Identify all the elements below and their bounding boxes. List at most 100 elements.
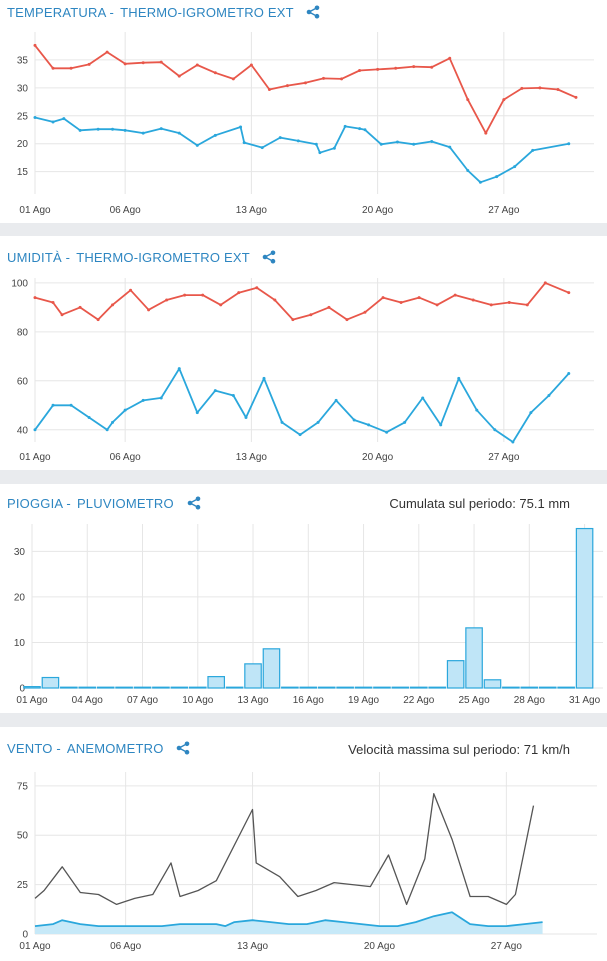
series-point: [394, 66, 398, 70]
series-point: [493, 428, 497, 432]
series-point: [381, 296, 385, 300]
rain-title-label: PIOGGIA -: [7, 496, 71, 511]
rain-bar: [96, 686, 115, 689]
wind-sensor-link[interactable]: ANEMOMETRO: [66, 741, 164, 756]
humidity-sensor-link[interactable]: THERMO-IGROMETRO EXT: [76, 250, 250, 265]
y-tick-label: 10: [14, 638, 26, 649]
series-point: [367, 423, 371, 427]
series-point: [195, 143, 199, 147]
series-point: [303, 81, 307, 85]
rain-sensor-link[interactable]: PLUVIOMETRO: [76, 496, 174, 511]
series-point: [495, 175, 499, 179]
series-point: [165, 298, 169, 302]
series-point: [547, 393, 551, 397]
series-point: [502, 98, 506, 102]
series-point: [340, 77, 344, 81]
temperature-panel: TEMPERATURA - THERMO-IGROMETRO EXT 15 20 25…: [0, 0, 607, 223]
x-tick-label: 20 Ago: [364, 941, 396, 952]
rain-bar: [299, 686, 318, 689]
rain-summary: Cumulata sul periodo: 75.1 mm: [389, 496, 570, 511]
series-point: [529, 411, 533, 415]
series-point: [159, 127, 163, 131]
y-tick-label: 0: [22, 930, 28, 941]
series-point: [69, 403, 73, 407]
wind-chart: 0 25 50 75 01 Ago 06 Ago 13 Ago 20 Ago 27 Ago: [17, 772, 597, 952]
temperature-title-label: TEMPERATURA -: [7, 5, 115, 20]
series-point: [123, 128, 127, 132]
series-line: [34, 281, 570, 321]
series-point: [33, 115, 37, 119]
series-point: [231, 77, 235, 81]
x-tick-label: 13 Ago: [237, 941, 269, 952]
x-tick-label: 13 Ago: [236, 205, 268, 216]
series-point: [195, 63, 199, 67]
share-icon[interactable]: [262, 250, 276, 264]
series-point: [69, 66, 73, 70]
wind-title-label: VENTO -: [7, 741, 61, 756]
series-point: [520, 86, 524, 90]
y-tick-label: 30: [14, 547, 26, 558]
x-tick-label: 25 Ago: [458, 695, 490, 706]
series-point: [453, 293, 457, 297]
series-point: [478, 180, 482, 184]
series-point: [363, 310, 367, 314]
series-area: [35, 912, 543, 934]
series-point: [51, 300, 55, 304]
series-point: [111, 127, 115, 131]
series-point: [60, 313, 64, 317]
humidity-chart: 40 60 80 100 01 Ago 06 Ago 13 Ago 20 Ago 27 Ago: [11, 278, 594, 463]
series-point: [33, 296, 37, 300]
temperature-chart: 15 20 25 30 35 01 Ago 06 Ago 13 Ago 20 Ago 27 Ago: [17, 32, 594, 216]
series-point: [511, 440, 515, 444]
rain-bar: [188, 686, 207, 689]
series-point: [33, 43, 37, 47]
rain-bar: [78, 686, 97, 689]
rain-bar: [557, 686, 575, 689]
temperature-title: TEMPERATURA - THERMO-IGROMETRO EXT: [7, 5, 320, 20]
x-tick-label: 06 Ago: [110, 941, 142, 952]
series-point: [273, 298, 277, 302]
y-tick-label: 75: [17, 781, 29, 792]
series-point: [525, 303, 529, 307]
share-icon[interactable]: [187, 496, 201, 510]
y-tick-label: 50: [17, 831, 29, 842]
series-point: [51, 403, 55, 407]
series-point: [219, 303, 223, 307]
series-point: [531, 148, 535, 152]
series-point: [141, 61, 145, 65]
series-point: [316, 420, 320, 424]
series-point: [141, 398, 145, 402]
series-line: [34, 911, 543, 928]
series-point: [314, 142, 318, 146]
share-icon[interactable]: [176, 741, 190, 755]
y-tick-label: 25: [17, 111, 29, 122]
x-tick-label: 20 Ago: [362, 452, 394, 463]
series-point: [475, 408, 479, 412]
rain-bar: [502, 686, 520, 689]
share-icon[interactable]: [306, 5, 320, 19]
rain-bar: [409, 686, 428, 689]
series-point: [379, 142, 383, 146]
x-tick-label: 07 Ago: [127, 695, 159, 706]
rain-bar: [373, 686, 391, 689]
series-point: [111, 420, 115, 424]
temperature-sensor-link[interactable]: THERMO-IGROMETRO EXT: [120, 5, 294, 20]
series-point: [105, 428, 109, 432]
series-point: [291, 318, 295, 322]
series-point: [159, 60, 163, 64]
x-tick-label: 13 Ago: [236, 452, 268, 463]
series-point: [538, 86, 542, 90]
series-point: [123, 62, 127, 66]
series-point: [484, 131, 488, 135]
rain-bar: [115, 686, 133, 689]
series-point: [262, 376, 266, 380]
humidity-title: UMIDITÀ - THERMO-IGROMETRO EXT: [7, 250, 276, 265]
x-tick-label: 27 Ago: [491, 941, 523, 952]
y-tick-label: 25: [17, 880, 29, 891]
series-point: [278, 136, 282, 140]
rain-chart: 0 10 20 30 01 Ago 04 Ago 07 Ago 10 Ago 13 Ago 16 …: [14, 524, 603, 706]
rain-bar: [281, 686, 299, 689]
series-point: [352, 418, 356, 422]
y-tick-label: 20: [17, 139, 29, 150]
series-point: [430, 139, 434, 143]
